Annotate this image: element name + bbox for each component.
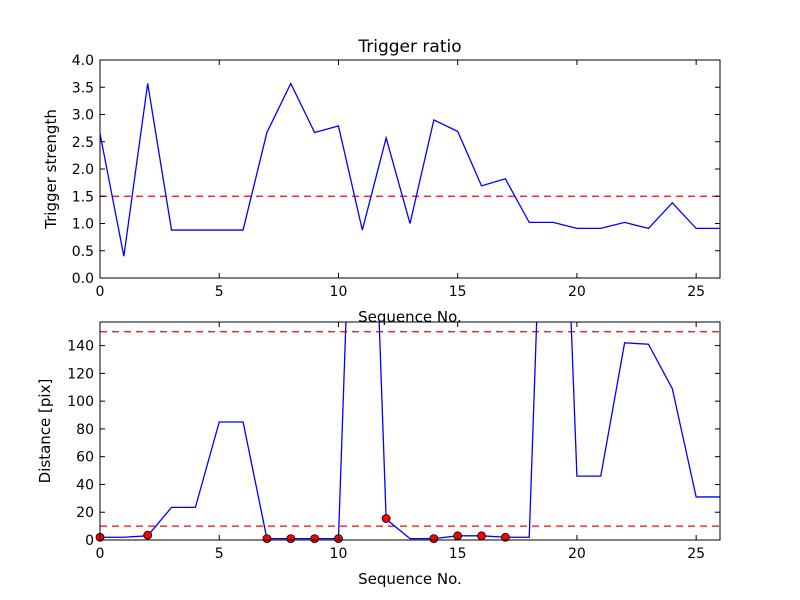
y-tick-label: 1.5 [72, 189, 94, 205]
data-marker [286, 534, 296, 544]
data-marker [262, 534, 272, 544]
x-tick-label: 25 [687, 546, 705, 562]
y-tick-label: 80 [76, 422, 94, 438]
distance-panel: 0 5 10 15 20 25 0 20 40 60 80 100 120 140 Sequence No.… [36, 321, 721, 588]
data-marker [477, 531, 486, 541]
y-tick-label: 2.0 [72, 162, 94, 178]
x-tick-label: 25 [687, 284, 705, 300]
axes-frame [99, 321, 721, 541]
data-marker [381, 514, 391, 523]
y-tick-label: 0.5 [72, 244, 94, 260]
x-tick-label: 5 [215, 546, 224, 562]
y-tick-label: 3.0 [72, 108, 94, 124]
data-marker [500, 532, 510, 542]
y-axis-label: Distance [pix] [36, 379, 54, 484]
data-marker [429, 534, 439, 544]
y-tick-label: 2.5 [72, 135, 94, 151]
x-tick-label: 0 [96, 284, 105, 300]
data-marker [310, 534, 320, 544]
y-tick-label: 100 [67, 394, 94, 410]
x-axis-label: Sequence No. [358, 308, 462, 326]
y-axis-label: Trigger strength [42, 109, 60, 230]
y-tick-label: 20 [76, 505, 94, 521]
y-tick-label: 0.0 [72, 271, 94, 287]
x-tick-label: 15 [449, 546, 467, 562]
y-tick-label: 4.0 [72, 53, 94, 69]
y-tick-label: 140 [67, 339, 94, 355]
x-axis-label: Sequence No. [358, 570, 462, 588]
x-tick-label: 15 [449, 284, 467, 300]
series-line-0 [100, 81, 720, 257]
x-tick-label: 20 [568, 546, 586, 562]
chart-title: Trigger ratio [357, 37, 461, 57]
x-tick-label: 10 [330, 546, 348, 562]
data-marker [143, 530, 153, 540]
y-tick-label: 1.0 [72, 217, 94, 233]
y-tick-label: 3.5 [72, 80, 94, 96]
trigger-ratio-panel: 0 5 10 15 20 25 0.0 0.5 1.0 1.5 2.0 2.5 3.0 3.5 4.0 Seq… [42, 37, 721, 326]
x-tick-label: 5 [215, 284, 224, 300]
y-tick-label: 40 [76, 477, 94, 493]
y-tick-label: 120 [67, 366, 94, 382]
y-tick-label: 60 [76, 450, 94, 466]
y-tick-label: 0 [85, 533, 94, 549]
x-tick-label: 20 [568, 284, 586, 300]
axes-frame [99, 59, 721, 279]
series-line-0 [100, 322, 720, 540]
x-tick-label: 10 [330, 284, 348, 300]
x-tick-label: 0 [96, 546, 105, 562]
